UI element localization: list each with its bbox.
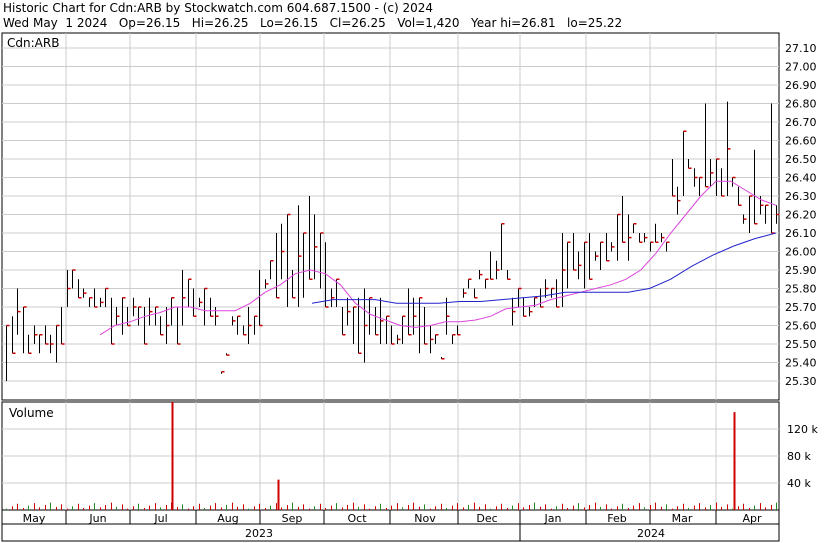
price-tick-label: 26.10 (785, 227, 817, 240)
month-label: Jan (544, 512, 562, 525)
price-tick-label: 26.90 (785, 79, 817, 92)
chart-title: Cdn:ARB (7, 36, 59, 50)
volume-tick-label: 40 k (787, 477, 811, 490)
month-label: Jun (88, 512, 106, 525)
month-label: Oct (347, 512, 367, 525)
ma-fast-line (99, 180, 777, 336)
price-tick-label: 26.60 (785, 135, 817, 148)
price-tick-label: 27.00 (785, 61, 817, 74)
price-tick-label: 25.70 (785, 301, 817, 314)
price-tick-label: 26.80 (785, 98, 817, 111)
month-label: Nov (414, 512, 436, 525)
month-label: Sep (282, 512, 303, 525)
price-tick-label: 25.60 (785, 320, 817, 333)
month-label: Mar (672, 512, 693, 525)
month-label: May (23, 512, 46, 525)
chart-header-line1: Historic Chart for Cdn:ARB by Stockwatch… (3, 1, 434, 15)
price-tick-label: 26.50 (785, 153, 817, 166)
year-label: 2023 (245, 527, 273, 540)
price-tick-label: 26.40 (785, 172, 817, 185)
price-tick-label: 26.30 (785, 190, 817, 203)
price-tick-label: 25.50 (785, 338, 817, 351)
price-tick-label: 26.00 (785, 246, 817, 259)
ma-slow-line (311, 232, 777, 304)
price-tick-label: 26.70 (785, 116, 817, 129)
chart-header-line2: Wed May 1 2024 Op=26.15 Hi=26.25 Lo=26.1… (3, 16, 623, 30)
price-tick-label: 25.30 (785, 375, 817, 388)
grid (2, 33, 779, 541)
price-bars (6, 101, 780, 381)
month-label: Aug (217, 512, 238, 525)
axis-labels: 27.10 27.00 26.90 26.80 26.70 26.60 26.50 26.40… (23, 42, 819, 540)
month-label: Jul (153, 512, 167, 525)
year-label: 2024 (637, 527, 665, 540)
price-tick-label: 26.20 (785, 209, 817, 222)
month-label: Feb (607, 512, 626, 525)
price-tick-label: 25.80 (785, 283, 817, 296)
volume-bars (6, 402, 777, 510)
month-label: Apr (742, 512, 762, 525)
price-tick-label: 25.40 (785, 357, 817, 370)
volume-tick-label: 80 k (787, 450, 811, 463)
moving-averages (99, 180, 777, 336)
volume-label: Volume (9, 406, 54, 420)
volume-tick-label: 120 k (787, 423, 818, 436)
month-label: Dec (476, 512, 497, 525)
price-tick-label: 25.90 (785, 264, 817, 277)
price-tick-label: 27.10 (785, 42, 817, 55)
